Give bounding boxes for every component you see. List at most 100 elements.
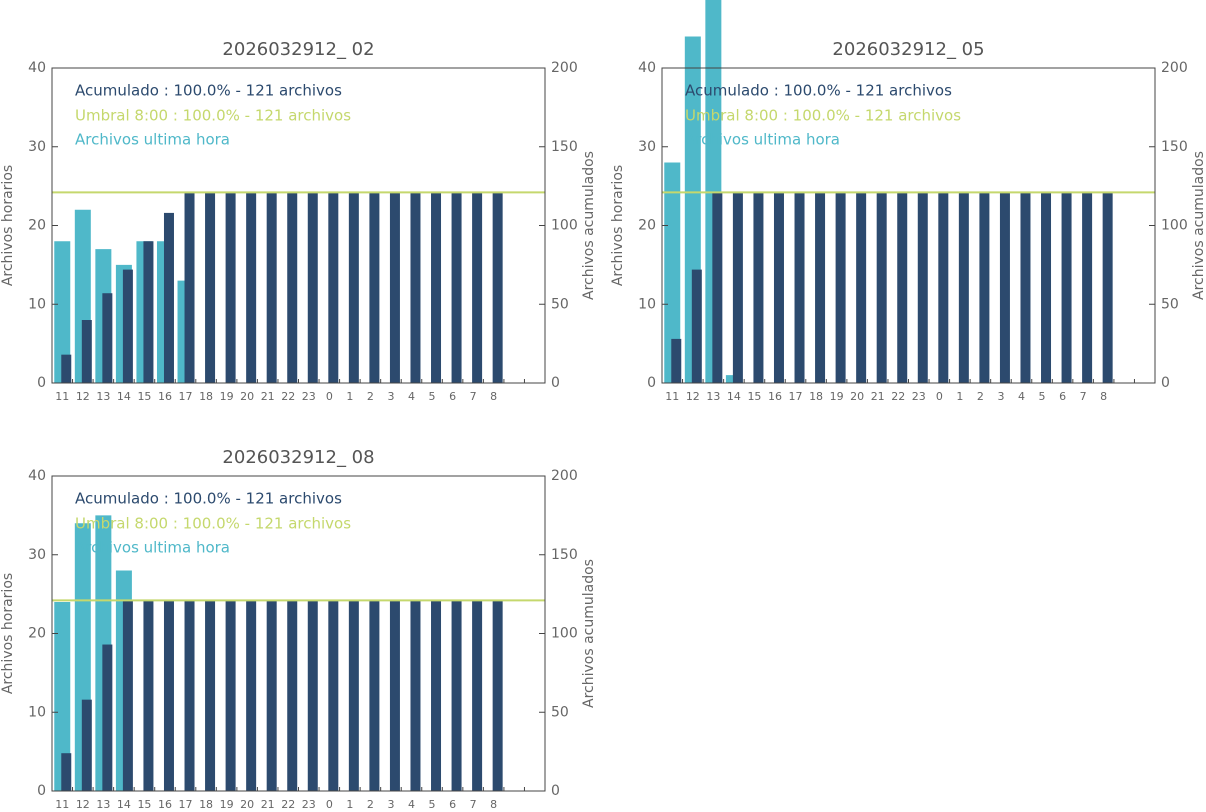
x-tick-label: 15: [747, 390, 761, 403]
x-tick-label: 20: [240, 798, 254, 811]
legend-entry: Umbral 8:00 : 100.0% - 121 archivos: [75, 107, 351, 125]
x-tick-label: 14: [727, 390, 741, 403]
bar: [348, 192, 359, 383]
bar: [664, 162, 681, 383]
x-tick-label: 15: [137, 798, 151, 811]
bar: [389, 192, 400, 383]
x-tick-label: 11: [55, 798, 69, 811]
x-tick-label: 2: [367, 390, 374, 403]
x-tick-label: 20: [850, 390, 864, 403]
bar: [492, 192, 503, 383]
bar: [917, 192, 928, 383]
x-tick-label: 0: [936, 390, 943, 403]
bar: [369, 600, 380, 791]
y2-tick-label: 100: [1161, 218, 1188, 234]
x-tick-label: 12: [76, 798, 90, 811]
bar: [328, 600, 339, 791]
x-tick-label: 4: [408, 798, 415, 811]
y-axis-label: Archivos horarios: [610, 165, 626, 286]
bar: [205, 600, 216, 791]
x-tick-label: 18: [199, 798, 213, 811]
bar: [163, 212, 174, 383]
bar: [225, 600, 236, 791]
x-tick-label: 21: [871, 390, 885, 403]
x-tick-label: 7: [1080, 390, 1087, 403]
bar: [1102, 192, 1113, 383]
x-tick-label: 1: [346, 390, 353, 403]
y-tick-label: 10: [638, 296, 656, 312]
x-tick-label: 16: [158, 390, 172, 403]
bar: [61, 354, 72, 383]
bar: [999, 192, 1010, 383]
y2-tick-label: 200: [1161, 60, 1188, 76]
legend-entry: Archivos ultima hora: [75, 131, 230, 149]
bar: [1082, 192, 1093, 383]
y2-tick-label: 50: [1161, 296, 1179, 312]
bar: [307, 192, 318, 383]
bar: [451, 192, 462, 383]
x-tick-label: 19: [220, 390, 234, 403]
y-tick-label: 0: [647, 375, 656, 391]
y-axis-label: Archivos horarios: [0, 573, 16, 694]
x-tick-label: 12: [686, 390, 700, 403]
x-tick-label: 22: [281, 798, 295, 811]
x-tick-label: 3: [387, 798, 394, 811]
y2-tick-label: 100: [551, 626, 578, 642]
x-tick-label: 18: [809, 390, 823, 403]
x-tick-label: 14: [117, 798, 131, 811]
bar: [897, 192, 908, 383]
bar: [54, 602, 71, 791]
x-tick-label: 22: [891, 390, 905, 403]
bar: [815, 192, 826, 383]
y-tick-label: 40: [28, 468, 46, 484]
bar: [691, 269, 702, 383]
bar: [671, 338, 682, 383]
bar: [451, 600, 462, 791]
y-tick-label: 0: [37, 375, 46, 391]
x-tick-label: 5: [429, 390, 436, 403]
bar: [143, 241, 154, 383]
bar: [61, 753, 72, 791]
x-tick-label: 6: [1059, 390, 1066, 403]
bar: [143, 600, 154, 791]
x-tick-label: 11: [55, 390, 69, 403]
bar: [794, 192, 805, 383]
y-tick-label: 20: [638, 218, 656, 234]
bar: [369, 192, 380, 383]
x-tick-label: 7: [470, 390, 477, 403]
x-tick-label: 13: [96, 390, 110, 403]
x-tick-label: 23: [302, 798, 316, 811]
bar: [54, 241, 71, 383]
bar: [246, 192, 257, 383]
x-tick-label: 5: [429, 798, 436, 811]
y-tick-label: 10: [28, 296, 46, 312]
x-tick-label: 21: [261, 798, 275, 811]
y-tick-label: 30: [638, 139, 656, 155]
y-tick-label: 40: [638, 60, 656, 76]
y2-axis-label: Archivos acumulados: [581, 151, 597, 300]
x-tick-label: 15: [137, 390, 151, 403]
x-tick-label: 8: [490, 798, 497, 811]
x-tick-label: 3: [997, 390, 1004, 403]
bar: [835, 192, 846, 383]
x-tick-label: 4: [408, 390, 415, 403]
x-tick-label: 23: [912, 390, 926, 403]
y-tick-label: 30: [28, 139, 46, 155]
x-tick-label: 5: [1039, 390, 1046, 403]
bar: [492, 600, 503, 791]
y2-tick-label: 200: [551, 468, 578, 484]
y-tick-label: 40: [28, 60, 46, 76]
x-tick-label: 7: [470, 798, 477, 811]
y-tick-label: 10: [28, 704, 46, 720]
bar: [1061, 192, 1072, 383]
bar: [225, 192, 236, 383]
bar: [266, 192, 277, 383]
x-tick-label: 23: [302, 390, 316, 403]
bar: [773, 192, 784, 383]
bar: [753, 192, 764, 383]
x-tick-label: 22: [281, 390, 295, 403]
bar: [938, 192, 949, 383]
